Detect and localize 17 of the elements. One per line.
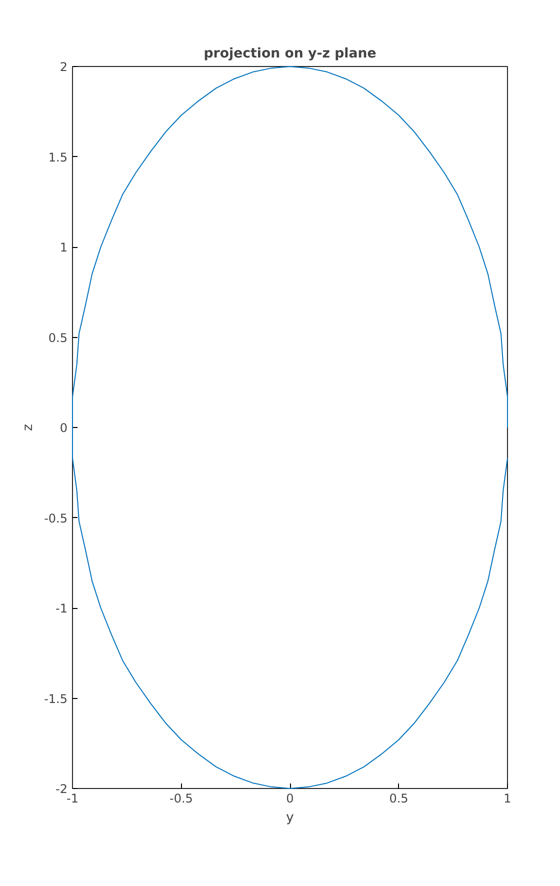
y-tick-label: 1.5 bbox=[48, 150, 68, 164]
y-tick-label: 0 bbox=[60, 421, 68, 435]
x-axis-title: y bbox=[286, 810, 294, 826]
line-series bbox=[72, 66, 508, 789]
y-tick-label: -2 bbox=[56, 782, 68, 796]
y-tick-label: 1 bbox=[60, 240, 68, 254]
x-tick-label: 0 bbox=[286, 792, 294, 806]
x-tick-label: 0.5 bbox=[389, 792, 408, 806]
y-tick-label: 0.5 bbox=[48, 330, 68, 345]
chart-title: projection on y-z plane bbox=[204, 46, 376, 62]
y-axis-title: z bbox=[21, 424, 36, 431]
y-tick-label: 2 bbox=[60, 60, 68, 74]
x-tick-label: -0.5 bbox=[170, 792, 193, 806]
x-tick-label: 1 bbox=[504, 792, 512, 806]
y-tick-label: -0.5 bbox=[44, 511, 68, 526]
y-tick-label: -1 bbox=[56, 602, 68, 616]
y-tick-label: -1.5 bbox=[44, 692, 68, 706]
